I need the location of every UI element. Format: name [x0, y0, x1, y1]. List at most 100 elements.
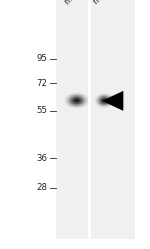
Bar: [100, 93, 101, 94]
Bar: [76, 106, 77, 107]
Bar: [114, 101, 115, 102]
Bar: [70, 95, 71, 96]
Bar: [101, 108, 102, 109]
Bar: [103, 95, 104, 96]
Bar: [75, 95, 76, 96]
Bar: [87, 100, 88, 101]
Bar: [74, 109, 75, 110]
Bar: [105, 92, 106, 93]
Bar: [75, 105, 76, 106]
Bar: [66, 102, 67, 103]
Bar: [65, 96, 66, 97]
Bar: [80, 105, 81, 106]
Bar: [106, 103, 107, 104]
Bar: [83, 95, 84, 96]
Bar: [108, 93, 109, 94]
Bar: [97, 106, 98, 107]
Bar: [99, 100, 100, 101]
Bar: [100, 108, 101, 109]
Bar: [104, 107, 105, 108]
Bar: [86, 95, 87, 96]
Bar: [74, 96, 75, 97]
Bar: [71, 94, 72, 95]
Bar: [113, 99, 114, 100]
Bar: [87, 95, 88, 96]
Bar: [88, 98, 89, 99]
Bar: [75, 101, 76, 102]
Bar: [74, 105, 75, 106]
Bar: [107, 94, 108, 95]
Bar: [86, 94, 87, 95]
Bar: [98, 102, 99, 103]
Bar: [101, 101, 102, 102]
Bar: [105, 102, 106, 103]
Bar: [70, 101, 71, 102]
Bar: [99, 99, 100, 100]
Bar: [71, 106, 72, 107]
Bar: [69, 102, 70, 103]
Bar: [112, 101, 113, 102]
Bar: [112, 100, 113, 101]
Bar: [64, 98, 65, 99]
Bar: [68, 102, 69, 103]
Bar: [107, 108, 108, 109]
Bar: [73, 105, 74, 106]
Bar: [83, 105, 84, 106]
Bar: [64, 103, 65, 104]
Bar: [108, 96, 109, 97]
Bar: [82, 92, 83, 93]
Bar: [70, 97, 71, 98]
Bar: [74, 97, 75, 98]
Text: m.liver: m.liver: [62, 0, 88, 6]
Bar: [67, 104, 68, 105]
Bar: [104, 98, 105, 99]
Bar: [73, 97, 74, 98]
Bar: [111, 100, 112, 101]
Bar: [99, 106, 100, 107]
Bar: [97, 105, 98, 106]
Bar: [73, 94, 74, 95]
Bar: [75, 92, 76, 93]
Bar: [85, 94, 86, 95]
Bar: [71, 103, 72, 104]
Bar: [80, 100, 81, 101]
Bar: [89, 102, 90, 103]
Bar: [100, 94, 101, 95]
Bar: [76, 107, 77, 108]
Bar: [87, 104, 88, 105]
Bar: [79, 100, 80, 101]
Bar: [76, 91, 77, 92]
Bar: [94, 103, 95, 104]
Bar: [72, 104, 73, 105]
Bar: [78, 104, 79, 105]
Bar: [102, 93, 103, 94]
Bar: [63, 103, 64, 104]
Bar: [70, 107, 71, 108]
Bar: [83, 98, 84, 99]
Bar: [100, 101, 101, 102]
Bar: [109, 99, 110, 100]
Bar: [74, 100, 75, 101]
Bar: [108, 108, 109, 109]
Bar: [70, 100, 71, 101]
Bar: [97, 104, 98, 105]
Bar: [98, 99, 99, 100]
Bar: [112, 106, 113, 107]
Bar: [107, 98, 108, 99]
Bar: [88, 102, 89, 103]
Bar: [99, 107, 100, 108]
Bar: [103, 104, 104, 105]
Bar: [101, 99, 102, 100]
Bar: [65, 102, 66, 103]
Bar: [97, 103, 98, 104]
Bar: [95, 103, 96, 104]
Bar: [112, 105, 113, 106]
Bar: [88, 97, 89, 98]
Bar: [74, 108, 75, 109]
Bar: [72, 94, 73, 95]
Bar: [72, 103, 73, 104]
Bar: [93, 99, 94, 100]
Bar: [102, 104, 103, 105]
Bar: [114, 99, 115, 100]
Bar: [79, 102, 80, 103]
